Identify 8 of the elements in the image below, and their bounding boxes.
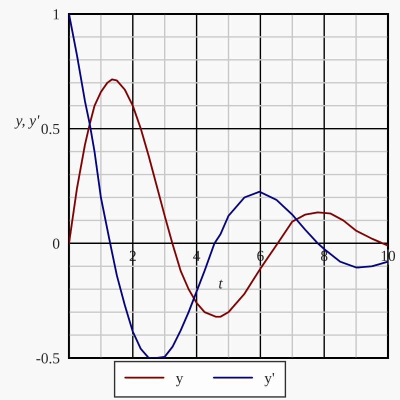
y-tick-label: 0.5 [41, 124, 60, 134]
y-axis-title: y, y' [14, 115, 40, 129]
y-tick-label: 0 [52, 238, 60, 249]
legend-label: y [176, 376, 184, 386]
legend-label: y' [264, 372, 274, 386]
y-tick-label: -0.5 [36, 353, 60, 364]
x-axis-title: t [219, 280, 223, 288]
y-tick-label: 1 [54, 9, 60, 20]
